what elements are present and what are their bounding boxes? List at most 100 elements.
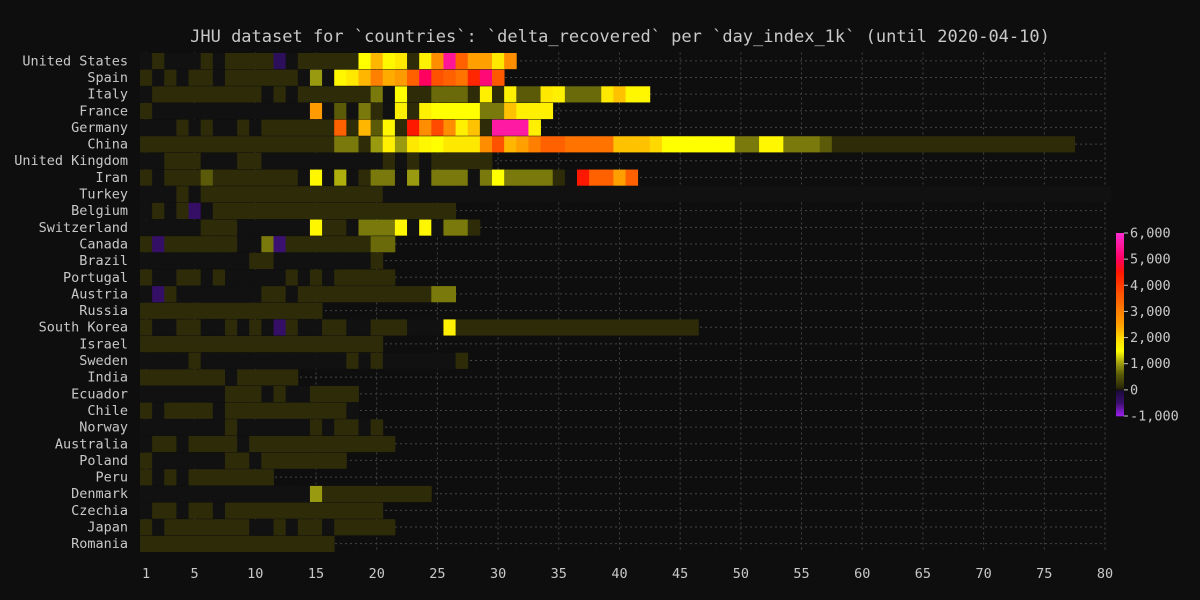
heatmap-cell: [212, 186, 226, 203]
heatmap-cell: [273, 119, 287, 136]
colorbar-segment: [1116, 255, 1124, 258]
heatmap-cell: [273, 219, 287, 236]
heatmap-cell: [140, 269, 153, 286]
heatmap-cell: [1098, 186, 1112, 203]
heatmap-cell: [443, 352, 456, 369]
heatmap-cell: [200, 119, 214, 136]
colorbar-segment: [1116, 245, 1124, 248]
heatmap-cell: [273, 186, 287, 203]
heatmap-cell: [589, 136, 602, 153]
heatmap-cell: [140, 319, 153, 336]
heatmap-cell: [431, 202, 444, 219]
heatmap-cell: [407, 102, 420, 120]
heatmap-cell: [358, 86, 372, 103]
heatmap-cell: [200, 336, 214, 353]
heatmap-cell: [334, 336, 347, 353]
heatmap-cell: [188, 236, 202, 253]
heatmap-cell: [212, 69, 226, 86]
heatmap-cell: [237, 286, 250, 303]
colorbar-segment: [1116, 236, 1124, 238]
heatmap-cell: [273, 319, 287, 336]
colorbar-segment: [1116, 234, 1124, 237]
colorbar-segment: [1116, 254, 1124, 257]
heatmap-cell: [176, 319, 189, 336]
heatmap-cell: [140, 136, 153, 153]
heatmap-cell: [419, 219, 432, 236]
heatmap-cell: [176, 86, 189, 103]
heatmap-cell: [261, 119, 274, 136]
heatmap-cell: [346, 352, 359, 369]
heatmap-cell: [273, 352, 287, 369]
heatmap-cell: [309, 119, 323, 136]
heatmap-cell: [224, 152, 238, 170]
heatmap-cell: [261, 452, 274, 469]
heatmap-cell: [164, 369, 177, 386]
heatmap-cell: [212, 252, 226, 269]
heatmap-cell: [407, 53, 420, 70]
colorbar-segment: [1116, 283, 1124, 286]
heatmap-cell: [358, 435, 372, 453]
heatmap-cell: [188, 402, 202, 419]
colorbar-segment: [1116, 377, 1124, 380]
heatmap-cell: [322, 102, 335, 120]
heatmap-cell: [516, 86, 529, 103]
heatmap-cell: [176, 502, 189, 519]
heatmap-cell: [625, 186, 639, 203]
heatmap-cell: [212, 452, 226, 469]
heatmap-cell: [601, 86, 614, 103]
heatmap-cell: [176, 102, 189, 120]
heatmap-cell: [479, 169, 493, 186]
heatmap-cell: [164, 286, 177, 303]
colorbar-segment: [1116, 358, 1124, 360]
heatmap-cell: [273, 136, 287, 153]
y-axis-label: United Kingdom: [14, 153, 128, 169]
heatmap-cell: [237, 452, 250, 469]
colorbar-segment: [1116, 269, 1124, 272]
colorbar-segment: [1116, 353, 1124, 356]
heatmap-cell: [188, 419, 202, 436]
heatmap-cell: [492, 69, 505, 86]
heatmap-cell: [140, 152, 153, 170]
heatmap-cell: [528, 102, 541, 120]
y-axis-label: South Korea: [39, 320, 128, 336]
y-axis-label: Belgium: [71, 203, 128, 219]
heatmap-cell: [237, 386, 250, 403]
heatmap-cell: [370, 435, 384, 453]
heatmap-cell: [152, 535, 165, 552]
heatmap-cell: [953, 186, 966, 203]
heatmap-cell: [152, 286, 165, 303]
heatmap-cell: [394, 136, 408, 153]
heatmap-cell: [309, 252, 323, 269]
heatmap-cell: [637, 319, 651, 336]
heatmap-cell: [152, 86, 165, 103]
colorbar-segment: [1116, 278, 1124, 281]
heatmap-cell: [285, 219, 299, 236]
y-axis-label: Israel: [79, 336, 128, 352]
heatmap-cell: [261, 352, 274, 369]
heatmap-cell: [564, 86, 578, 103]
heatmap-cell: [140, 402, 153, 419]
heatmap-cell: [419, 53, 432, 70]
heatmap-cell: [661, 319, 675, 336]
heatmap-cell: [285, 136, 299, 153]
heatmap-cell: [176, 136, 189, 153]
heatmap-cell: [819, 186, 833, 203]
colorbar-segment: [1116, 242, 1124, 244]
colorbar-segment: [1116, 277, 1124, 280]
y-axis-label: Czechia: [71, 503, 128, 519]
heatmap-cell: [249, 219, 262, 236]
heatmap-cell: [152, 352, 165, 369]
heatmap-cell: [346, 119, 359, 136]
heatmap-cell: [322, 452, 335, 469]
heatmap-cell: [261, 86, 274, 103]
heatmap-cell: [370, 252, 384, 269]
heatmap-cell: [322, 485, 335, 503]
heatmap-cell: [722, 136, 736, 153]
heatmap-cell: [140, 435, 153, 453]
heatmap-cell: [297, 102, 311, 120]
heatmap-cell: [455, 86, 469, 103]
colorbar-segment: [1116, 284, 1124, 287]
colorbar-segment: [1116, 402, 1124, 405]
heatmap-cell: [152, 485, 165, 503]
heatmap-cell: [322, 236, 335, 253]
